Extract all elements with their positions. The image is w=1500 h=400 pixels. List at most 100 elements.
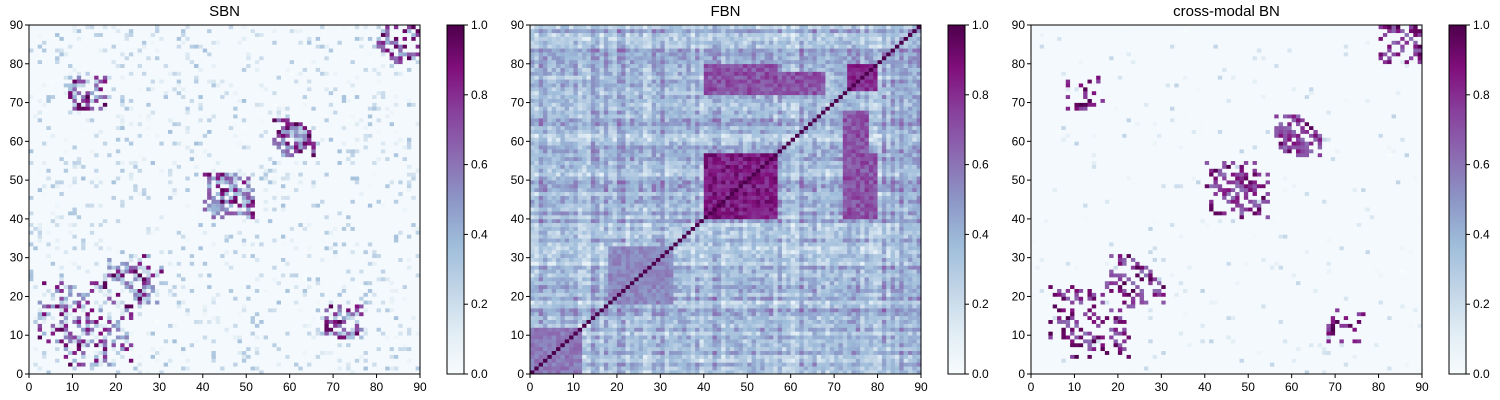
heatmap-cell [251,262,256,266]
heatmap-cell [242,300,247,304]
heatmap-cell [342,300,347,304]
heatmap-cell [359,366,364,370]
heatmap-cell [207,308,212,312]
heatmap-cell [403,324,408,328]
heatmap-cell [29,227,34,231]
heatmap-cell [46,215,51,219]
heatmap-cell [242,265,247,269]
heatmap-cell [42,351,47,355]
heatmap-cell [298,200,303,204]
heatmap-cell [138,250,143,254]
heatmap-cell [403,234,408,238]
heatmap-cell [377,358,382,362]
heatmap-cell [203,219,208,223]
heatmap-cell [368,231,373,235]
heatmap-cell [246,277,251,281]
heatmap-cell [355,327,360,331]
heatmap-cell [290,308,295,312]
heatmap-cell [233,296,238,300]
heatmap-cell [155,358,160,362]
heatmap-cell [398,180,403,184]
heatmap-cell [33,176,38,180]
heatmap-cell [125,203,130,207]
heatmap-cell [329,246,334,250]
heatmap-cell [198,172,203,176]
heatmap-cell [320,265,325,269]
heatmap-cell [146,343,151,347]
heatmap-cell [281,188,286,192]
heatmap-cell [238,223,243,227]
heatmap-cell [103,358,108,362]
heatmap-cell [403,165,408,169]
heatmap-cell [381,168,386,172]
heatmap-cell [407,200,412,204]
heatmap-cell [255,273,260,277]
heatmap-cell [38,320,43,324]
heatmap-cell [355,215,360,219]
heatmap-cell [307,211,312,215]
heatmap-cell [159,176,164,180]
heatmap-cell [133,165,138,169]
heatmap-cell [51,211,56,215]
heatmap-cell [303,308,308,312]
heatmap-cell [103,188,108,192]
heatmap-cell [77,343,82,347]
heatmap-cell [398,223,403,227]
heatmap-cell [172,227,177,231]
heatmap-cell [138,176,143,180]
heatmap-cell [411,223,416,227]
heatmap-cell [277,184,282,188]
heatmap-cell [190,227,195,231]
heatmap-cell [99,246,104,250]
heatmap-cell [268,227,273,231]
heatmap-cell [311,308,316,312]
heatmap-cell [281,355,286,359]
heatmap-cell [290,176,295,180]
heatmap-cell [385,180,390,184]
heatmap-cell [51,339,56,343]
heatmap-cell [55,362,60,366]
heatmap-cell [116,300,121,304]
heatmap-cell [42,211,47,215]
heatmap-cell [333,227,338,231]
heatmap-cell [198,362,203,366]
heatmap-cell [211,211,216,215]
heatmap-cell [259,227,264,231]
heatmap-cell [116,258,121,262]
heatmap-cell [372,242,377,246]
heatmap-cell [159,258,164,262]
heatmap-cell [259,281,264,285]
heatmap-cell [185,172,190,176]
heatmap-cell [125,335,130,339]
heatmap-cell [203,161,208,165]
heatmap-cell [198,211,203,215]
heatmap-cell [307,343,312,347]
heatmap-cell [303,300,308,304]
heatmap-cell [355,188,360,192]
heatmap-cell [107,211,112,215]
heatmap-cell [177,339,182,343]
heatmap-cell [346,293,351,297]
heatmap-cell [77,335,82,339]
heatmap-cell [333,238,338,242]
heatmap-cell [346,172,351,176]
heatmap-cell [350,215,355,219]
heatmap-cell [294,254,299,258]
heatmap-cell [246,281,251,285]
heatmap-cell [151,339,156,343]
heatmap-cell [38,196,43,200]
heatmap-cell [303,269,308,273]
heatmap-cell [350,343,355,347]
heatmap-cell [242,242,247,246]
heatmap-cell [81,188,86,192]
heatmap-cell [316,258,321,262]
heatmap-cell [316,219,321,223]
heatmap-cell [337,277,342,281]
heatmap-cell [38,335,43,339]
heatmap-cell [320,327,325,331]
heatmap-cell [390,308,395,312]
heatmap-cell [242,196,247,200]
heatmap-cell [116,366,121,370]
heatmap-cell [120,176,125,180]
heatmap-cell [172,172,177,176]
